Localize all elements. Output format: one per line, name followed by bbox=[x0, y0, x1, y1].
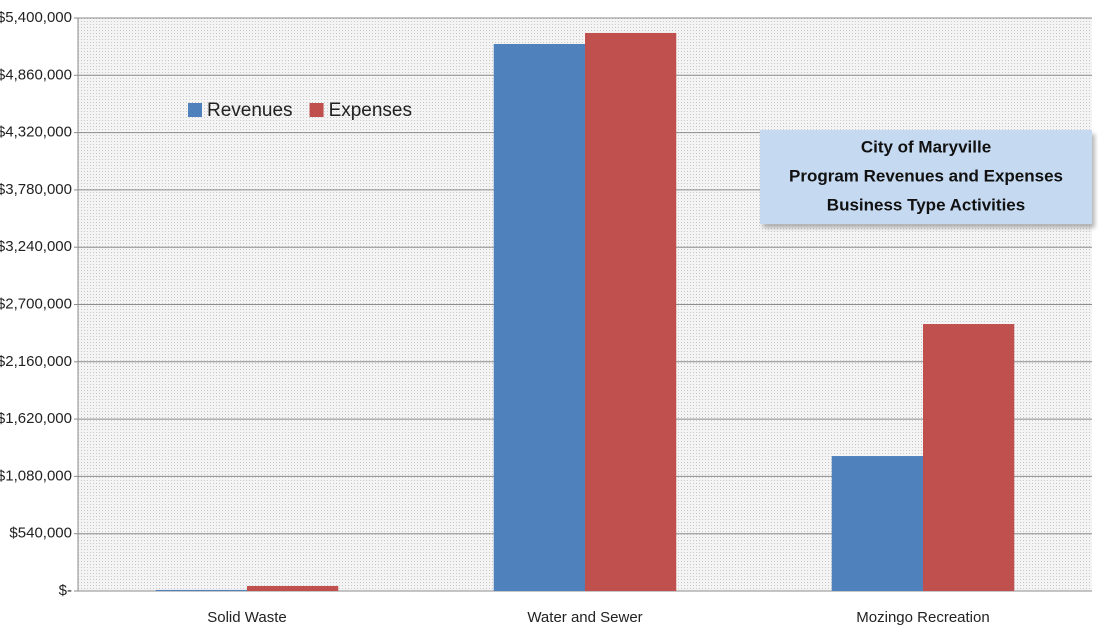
y-tick-label: $2,700,000 bbox=[0, 295, 72, 312]
bar bbox=[585, 32, 677, 591]
title-box: City of Maryville Program Revenues and E… bbox=[760, 130, 1092, 224]
y-tick-label: $4,860,000 bbox=[0, 66, 72, 83]
bar bbox=[247, 586, 339, 591]
title-background bbox=[760, 130, 1092, 224]
bars bbox=[155, 32, 1015, 592]
y-tick-label: $1,620,000 bbox=[0, 410, 72, 427]
legend-label: Revenues bbox=[207, 100, 293, 121]
bar bbox=[923, 324, 1015, 591]
y-tick-label: $540,000 bbox=[9, 525, 72, 542]
legend-label: Expenses bbox=[329, 100, 412, 121]
y-tick-label: $3,240,000 bbox=[0, 238, 72, 255]
bar bbox=[155, 589, 247, 591]
y-tick-label: $2,160,000 bbox=[0, 353, 72, 370]
bar bbox=[493, 43, 585, 592]
x-tick-label: Solid Waste bbox=[207, 609, 286, 626]
y-tick-label: $3,780,000 bbox=[0, 181, 72, 198]
x-tick-label: Water and Sewer bbox=[527, 609, 642, 626]
legend: Revenues Expenses bbox=[188, 100, 412, 121]
chart-title: City of Maryville bbox=[861, 137, 991, 156]
y-tick-label: $5,400,000 bbox=[0, 9, 72, 26]
y-tick-label: $- bbox=[59, 582, 72, 599]
y-tick-label: $4,320,000 bbox=[0, 124, 72, 141]
chart-title: Business Type Activities bbox=[827, 195, 1025, 214]
chart-title: Program Revenues and Expenses bbox=[789, 166, 1063, 185]
legend-swatch bbox=[188, 103, 202, 117]
bar bbox=[831, 456, 923, 591]
x-tick-label: Mozingo Recreation bbox=[856, 609, 989, 626]
y-tick-label: $1,080,000 bbox=[0, 467, 72, 484]
legend-swatch bbox=[309, 103, 324, 117]
